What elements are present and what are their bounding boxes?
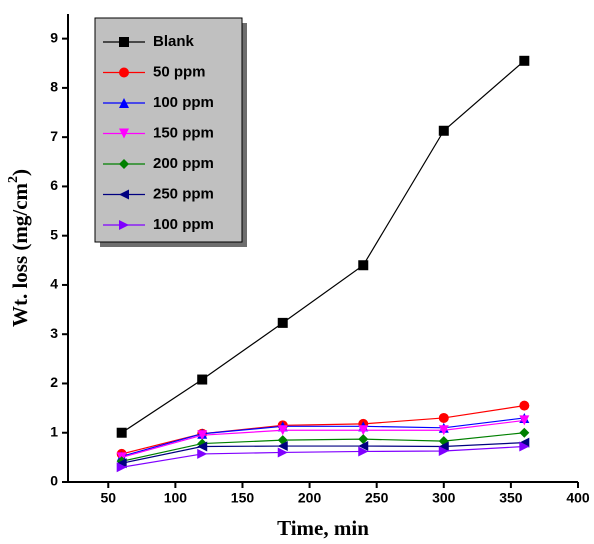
data-point bbox=[438, 445, 449, 456]
data-point bbox=[358, 434, 369, 445]
data-point bbox=[197, 441, 208, 452]
data-point bbox=[197, 430, 208, 441]
legend-label: 200 ppm bbox=[153, 155, 214, 172]
data-point bbox=[277, 317, 288, 328]
x-tick-label: 350 bbox=[499, 490, 523, 506]
legend-label: 150 ppm bbox=[153, 124, 214, 141]
data-point bbox=[358, 441, 369, 452]
legend-label: 50 ppm bbox=[153, 63, 206, 80]
x-tick-label: 50 bbox=[100, 490, 116, 506]
data-point bbox=[438, 412, 449, 423]
series-line bbox=[121, 432, 525, 462]
data-point bbox=[438, 425, 449, 436]
legend-label: 100 ppm bbox=[153, 94, 214, 111]
x-tick-label: 250 bbox=[365, 490, 389, 506]
data-point bbox=[358, 446, 369, 457]
data-point bbox=[116, 462, 127, 473]
legend-marker bbox=[119, 159, 129, 169]
legend-marker bbox=[119, 189, 129, 200]
data-point bbox=[519, 400, 530, 411]
data-point bbox=[438, 125, 449, 136]
x-tick-label: 200 bbox=[298, 490, 322, 506]
legend-label: 100 ppm bbox=[153, 216, 214, 233]
series-line bbox=[121, 441, 525, 464]
x-tick-label: 400 bbox=[566, 490, 590, 506]
y-tick-label: 3 bbox=[50, 325, 58, 341]
y-tick-label: 7 bbox=[50, 128, 58, 144]
x-tick-label: 300 bbox=[432, 490, 456, 506]
y-label-sup: 2 bbox=[6, 176, 21, 183]
legend-label: Blank bbox=[153, 33, 195, 50]
x-tick-label: 150 bbox=[231, 490, 255, 506]
series-line bbox=[121, 60, 525, 434]
data-point bbox=[519, 427, 530, 438]
data-point bbox=[197, 448, 208, 459]
series-line bbox=[121, 417, 525, 457]
data-point bbox=[519, 437, 530, 448]
y-tick-label: 6 bbox=[50, 177, 58, 193]
data-point bbox=[197, 374, 208, 385]
y-label-end: ) bbox=[8, 169, 32, 176]
data-point bbox=[277, 447, 288, 458]
legend-marker bbox=[119, 128, 129, 139]
data-point bbox=[519, 415, 530, 426]
data-point bbox=[519, 441, 530, 452]
y-tick-label: 5 bbox=[50, 226, 58, 242]
legend-marker bbox=[119, 98, 129, 108]
data-point bbox=[116, 458, 127, 469]
series-line bbox=[121, 419, 525, 458]
legend bbox=[94, 17, 243, 243]
data-point bbox=[277, 425, 288, 436]
y-tick-label: 4 bbox=[50, 276, 58, 292]
y-axis-label: Wt. loss (mg/cm2) bbox=[6, 169, 32, 327]
data-point bbox=[358, 260, 369, 271]
legend-marker bbox=[119, 37, 129, 47]
y-tick-label: 8 bbox=[50, 79, 58, 95]
legend-label: 250 ppm bbox=[153, 185, 214, 202]
x-axis-label: Time, min bbox=[277, 516, 369, 540]
data-point bbox=[519, 55, 530, 66]
series-line bbox=[121, 445, 525, 468]
y-tick-label: 9 bbox=[50, 29, 58, 45]
data-point bbox=[277, 441, 288, 452]
y-tick-label: 0 bbox=[50, 473, 58, 489]
data-point bbox=[116, 427, 127, 438]
data-point bbox=[358, 425, 369, 436]
y-label-text: Wt. loss (mg/cm bbox=[8, 182, 32, 327]
data-point bbox=[438, 441, 449, 452]
legend-marker bbox=[119, 67, 129, 78]
y-tick-label: 1 bbox=[50, 423, 58, 439]
x-tick-label: 100 bbox=[164, 490, 188, 506]
y-tick-label: 2 bbox=[50, 374, 58, 390]
legend-marker bbox=[119, 220, 129, 230]
